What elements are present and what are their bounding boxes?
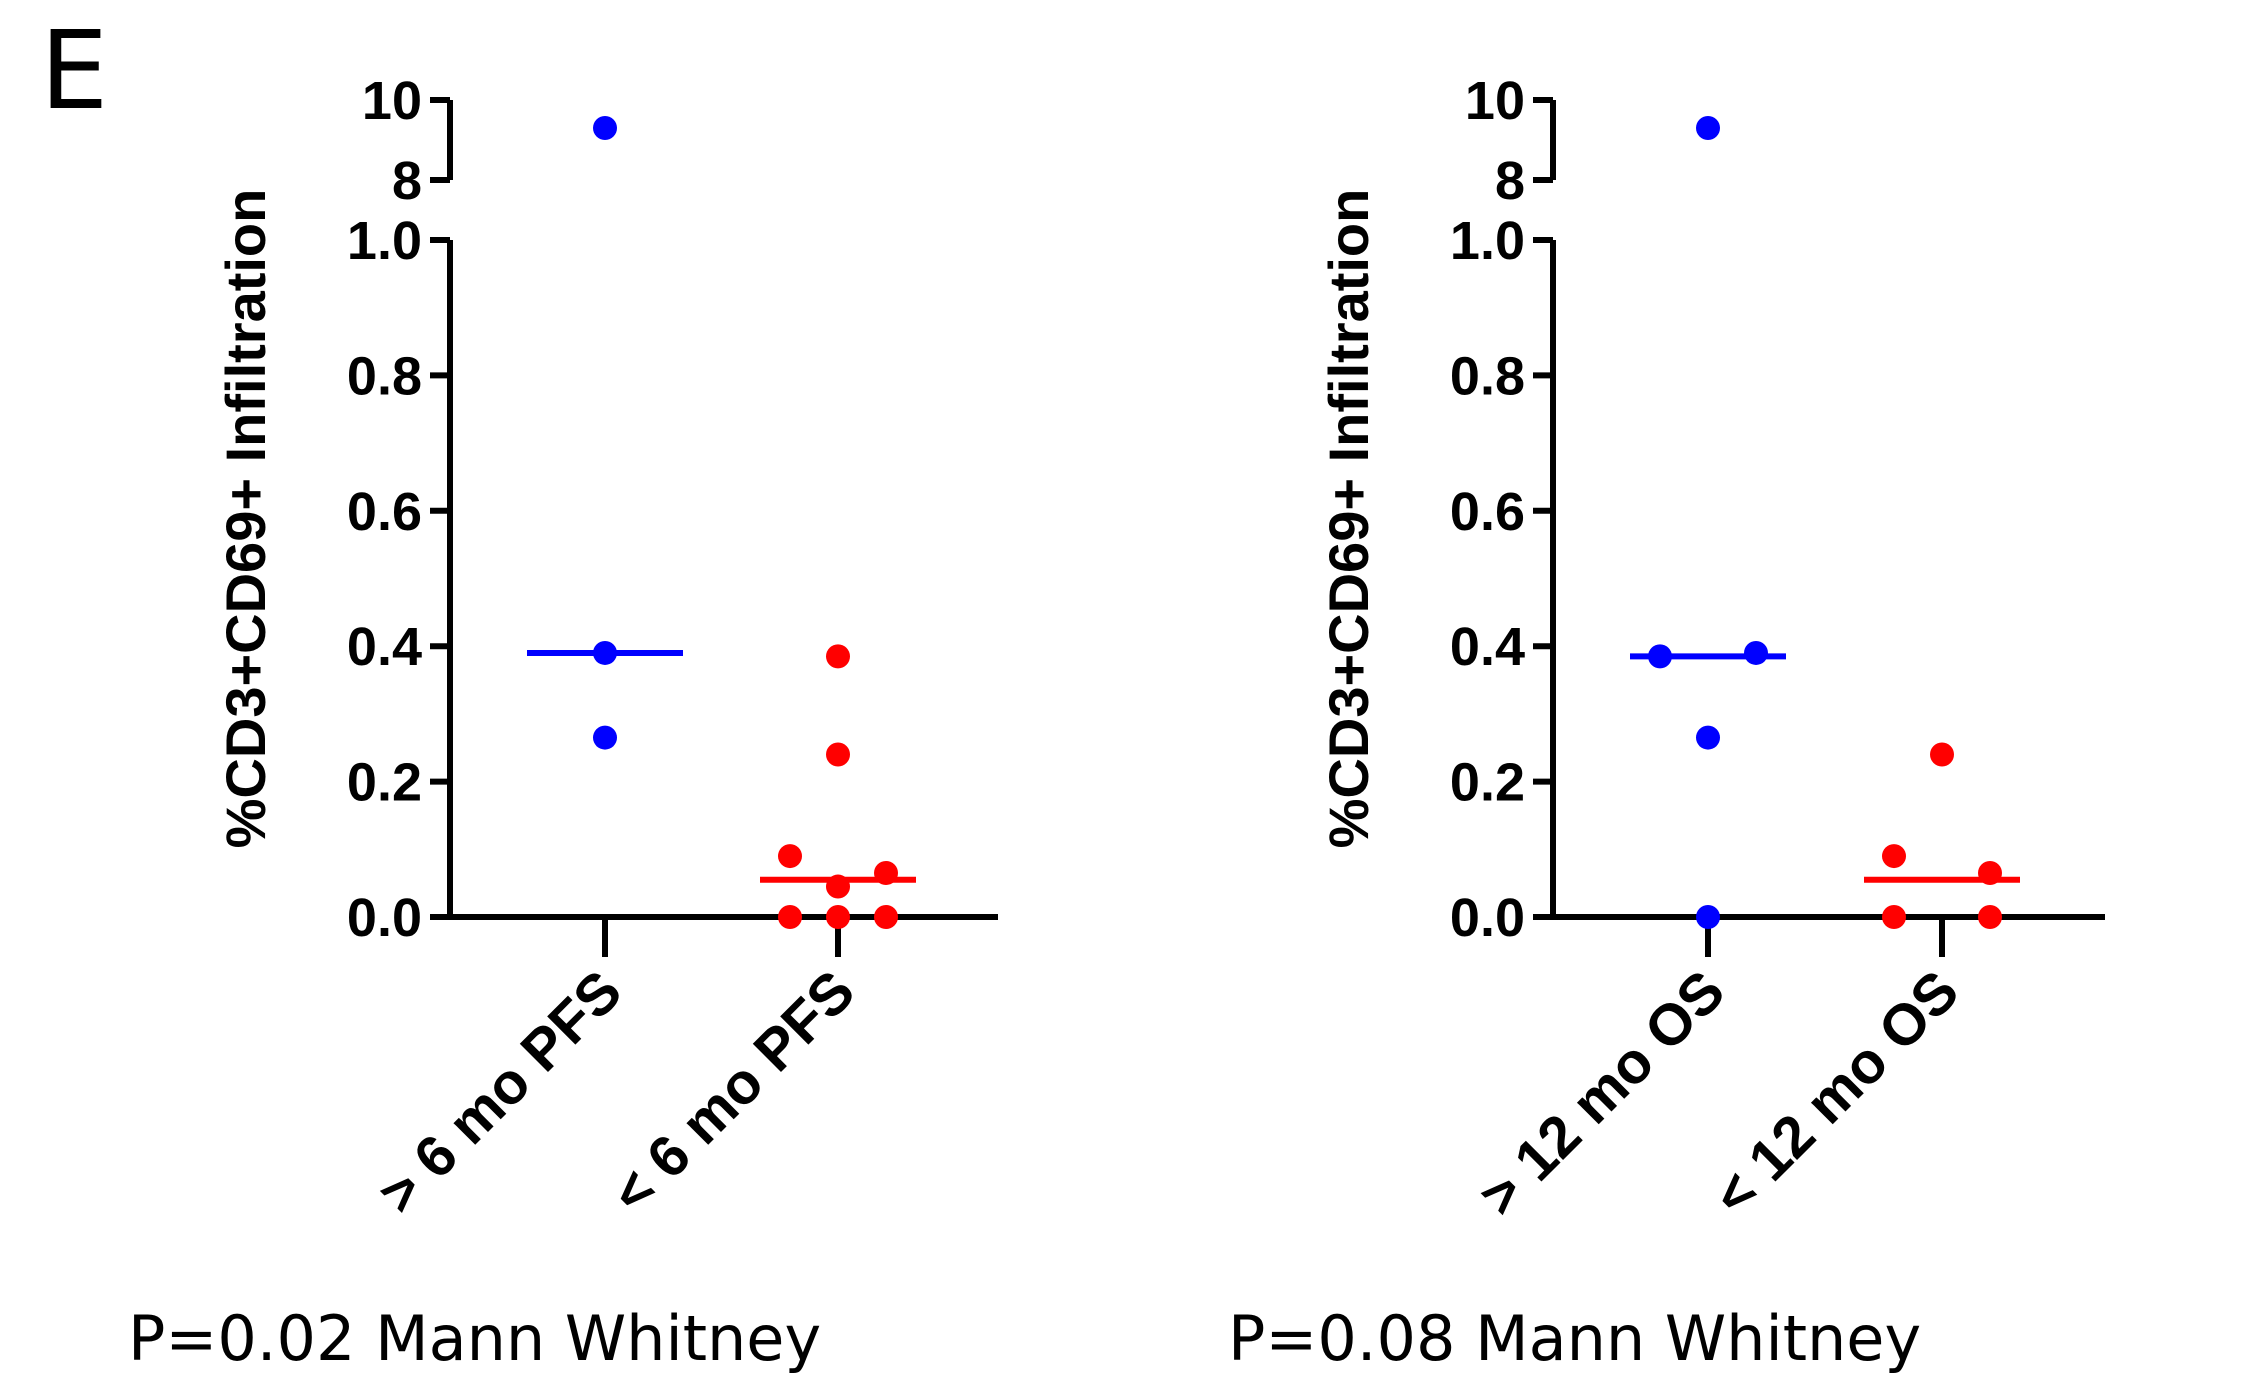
data-point — [1882, 905, 1906, 929]
data-point — [1744, 640, 1768, 665]
data-point — [826, 742, 850, 767]
data-point — [1978, 860, 2002, 885]
y-tick-label: 0.8 — [1450, 346, 1525, 406]
x-category-label: > 6 mo PFS — [366, 958, 634, 1226]
data-point — [826, 644, 850, 669]
y-tick-label: 8 — [392, 151, 422, 211]
y-tick-label: 0.8 — [347, 346, 422, 406]
stat-annotation-left: P=0.02 Mann Whitney — [128, 1302, 821, 1375]
y-tick-label: 10 — [362, 71, 422, 131]
y-axis-title: %CD3+CD69+ Infiltration — [1317, 189, 1380, 849]
data-point — [593, 116, 617, 140]
y-tick-label: 0.6 — [347, 482, 422, 542]
y-tick-label: 10 — [1465, 71, 1525, 131]
data-point — [778, 905, 802, 929]
data-point — [1696, 905, 1720, 929]
data-point — [1930, 742, 1954, 767]
data-point — [1978, 905, 2002, 929]
data-point — [778, 844, 802, 869]
data-point — [1882, 844, 1906, 869]
y-tick-label: 0.6 — [1450, 482, 1525, 542]
data-point — [1648, 644, 1672, 669]
y-tick-label: 0.4 — [347, 617, 422, 677]
data-point — [874, 860, 898, 885]
x-category-label: < 6 mo PFS — [599, 958, 867, 1226]
x-category-label: > 12 mo OS — [1467, 958, 1737, 1228]
data-point — [1696, 725, 1720, 750]
chart-1: 0.0 0.2 0.4 0.6 0.8 1.08 10 %CD3+CD69+ Infiltra… — [214, 71, 998, 1226]
y-tick-label: 0.0 — [1450, 888, 1525, 948]
y-tick-label: 0.0 — [347, 888, 422, 948]
data-point — [1696, 116, 1720, 140]
y-tick-label: 0.2 — [347, 753, 422, 813]
chart-2: 0.0 0.2 0.4 0.6 0.8 1.08 10 %CD3+CD69+ Infiltra… — [1317, 71, 2105, 1229]
data-point — [874, 905, 898, 929]
data-point — [826, 905, 850, 929]
y-axis-title: %CD3+CD69+ Infiltration — [214, 189, 277, 849]
y-tick-label: 0.2 — [1450, 753, 1525, 813]
data-point — [593, 640, 617, 665]
data-point — [593, 725, 617, 750]
data-point — [826, 874, 850, 899]
panel-letter: E — [40, 9, 108, 134]
y-tick-label: 0.4 — [1450, 617, 1525, 677]
y-tick-label: 8 — [1495, 151, 1525, 211]
x-category-label: < 12 mo OS — [1701, 958, 1971, 1228]
stat-annotation-right: P=0.08 Mann Whitney — [1228, 1302, 1921, 1375]
y-tick-label: 1.0 — [347, 211, 422, 271]
y-tick-label: 1.0 — [1450, 211, 1525, 271]
